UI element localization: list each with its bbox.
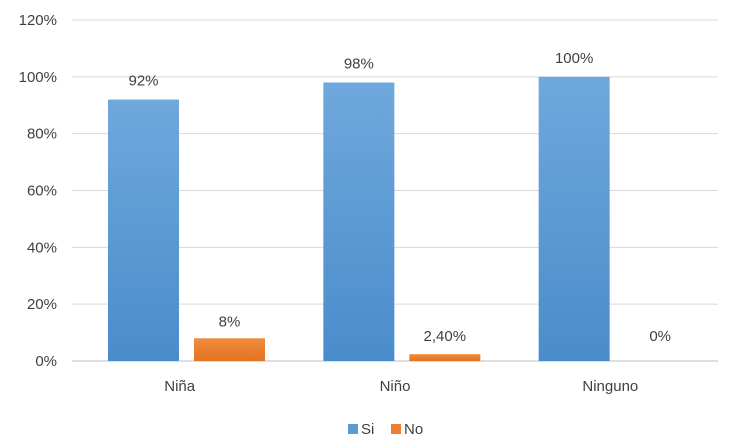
y-tick-label: 100% [19,69,57,86]
y-tick-label: 80% [27,126,57,143]
bar-si [323,82,395,362]
bar-no [194,338,265,361]
data-label-si: 100% [555,50,593,67]
category-label: Ninguno [582,378,638,395]
legend-swatch-no [391,424,401,434]
y-tick-label: 0% [35,353,57,370]
gridlines [72,19,718,362]
legend-swatch-si [348,424,358,434]
bar-si [538,76,610,361]
data-label-si: 98% [344,56,374,73]
y-tick-label: 40% [27,239,57,256]
legend-label-si: Si [361,421,374,436]
y-tick-label: 120% [19,12,57,29]
legend: Si No [348,421,423,436]
y-axis-ticks: 0% 20% 40% 60% 80% 100% 120% [19,12,57,370]
legend-label-no: No [404,421,423,436]
y-tick-label: 60% [27,183,57,200]
x-axis-categories: Niña Niño Ninguno [164,378,638,395]
category-label: Niña [164,378,196,395]
data-label-no: 8% [219,313,241,330]
y-tick-label: 20% [27,296,57,313]
bars [108,76,610,362]
bar-si [108,99,179,362]
data-labels: 92% 8% 98% 2,40% 100% 0% [128,50,671,345]
bar-no [409,354,481,361]
data-label-si: 92% [128,73,158,90]
category-label: Niño [380,378,411,395]
data-label-no: 2,40% [424,328,467,345]
data-label-no: 0% [649,328,671,345]
